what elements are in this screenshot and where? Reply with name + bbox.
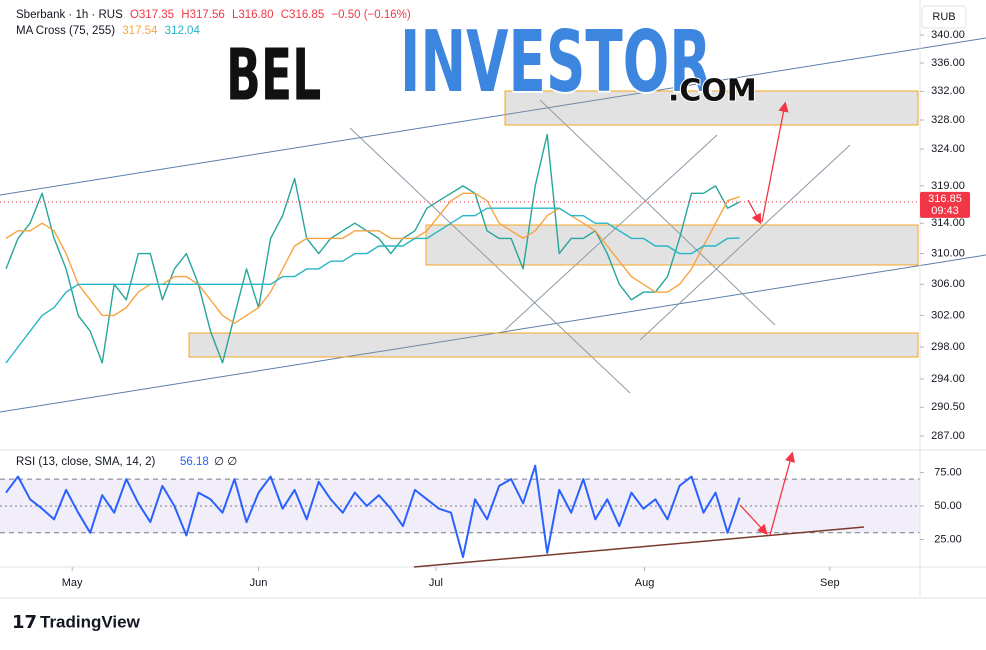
arrow [747,199,762,225]
moving-average [5,192,740,324]
y-tick-label: 336.00 [931,57,965,69]
y-tick-label: 340.00 [931,29,965,41]
x-tick-label: Jun [250,577,268,589]
rsi-line [5,464,741,558]
trend-line [0,37,986,196]
symbol: Sberbank · 1h · RUS [16,9,123,21]
rsi-value: 56.18 [180,456,209,468]
y-tick-label: 75.00 [934,466,962,478]
x-tick-label: Jul [429,577,443,589]
ohlc: O317.35 [129,9,175,21]
trend-line [349,127,631,394]
zone [504,90,919,126]
x-tick-label: Sep [820,577,840,589]
currency[interactable]: RUB [932,11,955,23]
trend-line [539,99,776,326]
y-tick-label: 332.00 [931,85,965,97]
arrow [761,101,789,223]
y-tick-label: 302.00 [931,309,965,321]
moving-average [5,207,740,364]
y-tick-label: 324.00 [931,143,965,155]
change: −0.50 (−0.16%) [331,9,411,21]
trend-line [639,144,851,341]
y-tick-label: 319.00 [931,180,965,192]
y-tick-label: 310.00 [931,247,965,259]
y-tick-label: 298.00 [931,341,965,353]
y-tick-label: 50.00 [934,500,962,512]
price-line [5,133,740,364]
trend-line [504,134,718,331]
rsi-title: RSI (13, close, SMA, 14, 2) [16,456,156,468]
countdown: 09:43 [931,205,959,217]
ma-value: 312.04 [164,25,200,37]
y-tick-label: 314.00 [931,217,965,229]
arrow [739,504,768,535]
y-tick-label: 328.00 [931,114,965,126]
y-tick-label: 294.00 [931,373,965,385]
y-tick-label: 287.00 [931,430,965,442]
watermark: BEL [226,34,321,117]
rsi-icons: ∅ ∅ [214,456,237,468]
indicator: MA Cross (75, 255) [16,25,116,37]
ohlc: C316.85 [280,9,325,21]
watermark: INVESTOR [400,13,711,112]
legend-row: MA Cross (75, 255) 317.54 312.04 [16,25,204,37]
logo[interactable]: TradingView [40,612,141,631]
zone [425,224,919,266]
watermark: .COM [668,74,757,109]
price-tag [920,191,970,218]
zone [188,332,919,358]
x-tick-label: Aug [635,577,655,589]
ohlc: L316.80 [231,9,274,21]
ohlc: H317.56 [181,9,225,21]
svg-text:𝟭𝟳: 𝟭𝟳 [12,612,37,633]
ma-value: 317.54 [122,25,158,37]
arrow [769,451,795,536]
legend-row: Sberbank · 1h · RUS O317.35 H317.56 L316… [16,9,415,21]
price-tag-value: 316.85 [928,193,962,205]
y-tick-label: 290.50 [931,401,965,413]
currency-box[interactable] [921,5,967,29]
y-tick-label: 25.00 [934,533,962,545]
trend-line [413,526,865,568]
y-tick-label: 306.00 [931,278,965,290]
x-tick-label: May [62,577,83,589]
